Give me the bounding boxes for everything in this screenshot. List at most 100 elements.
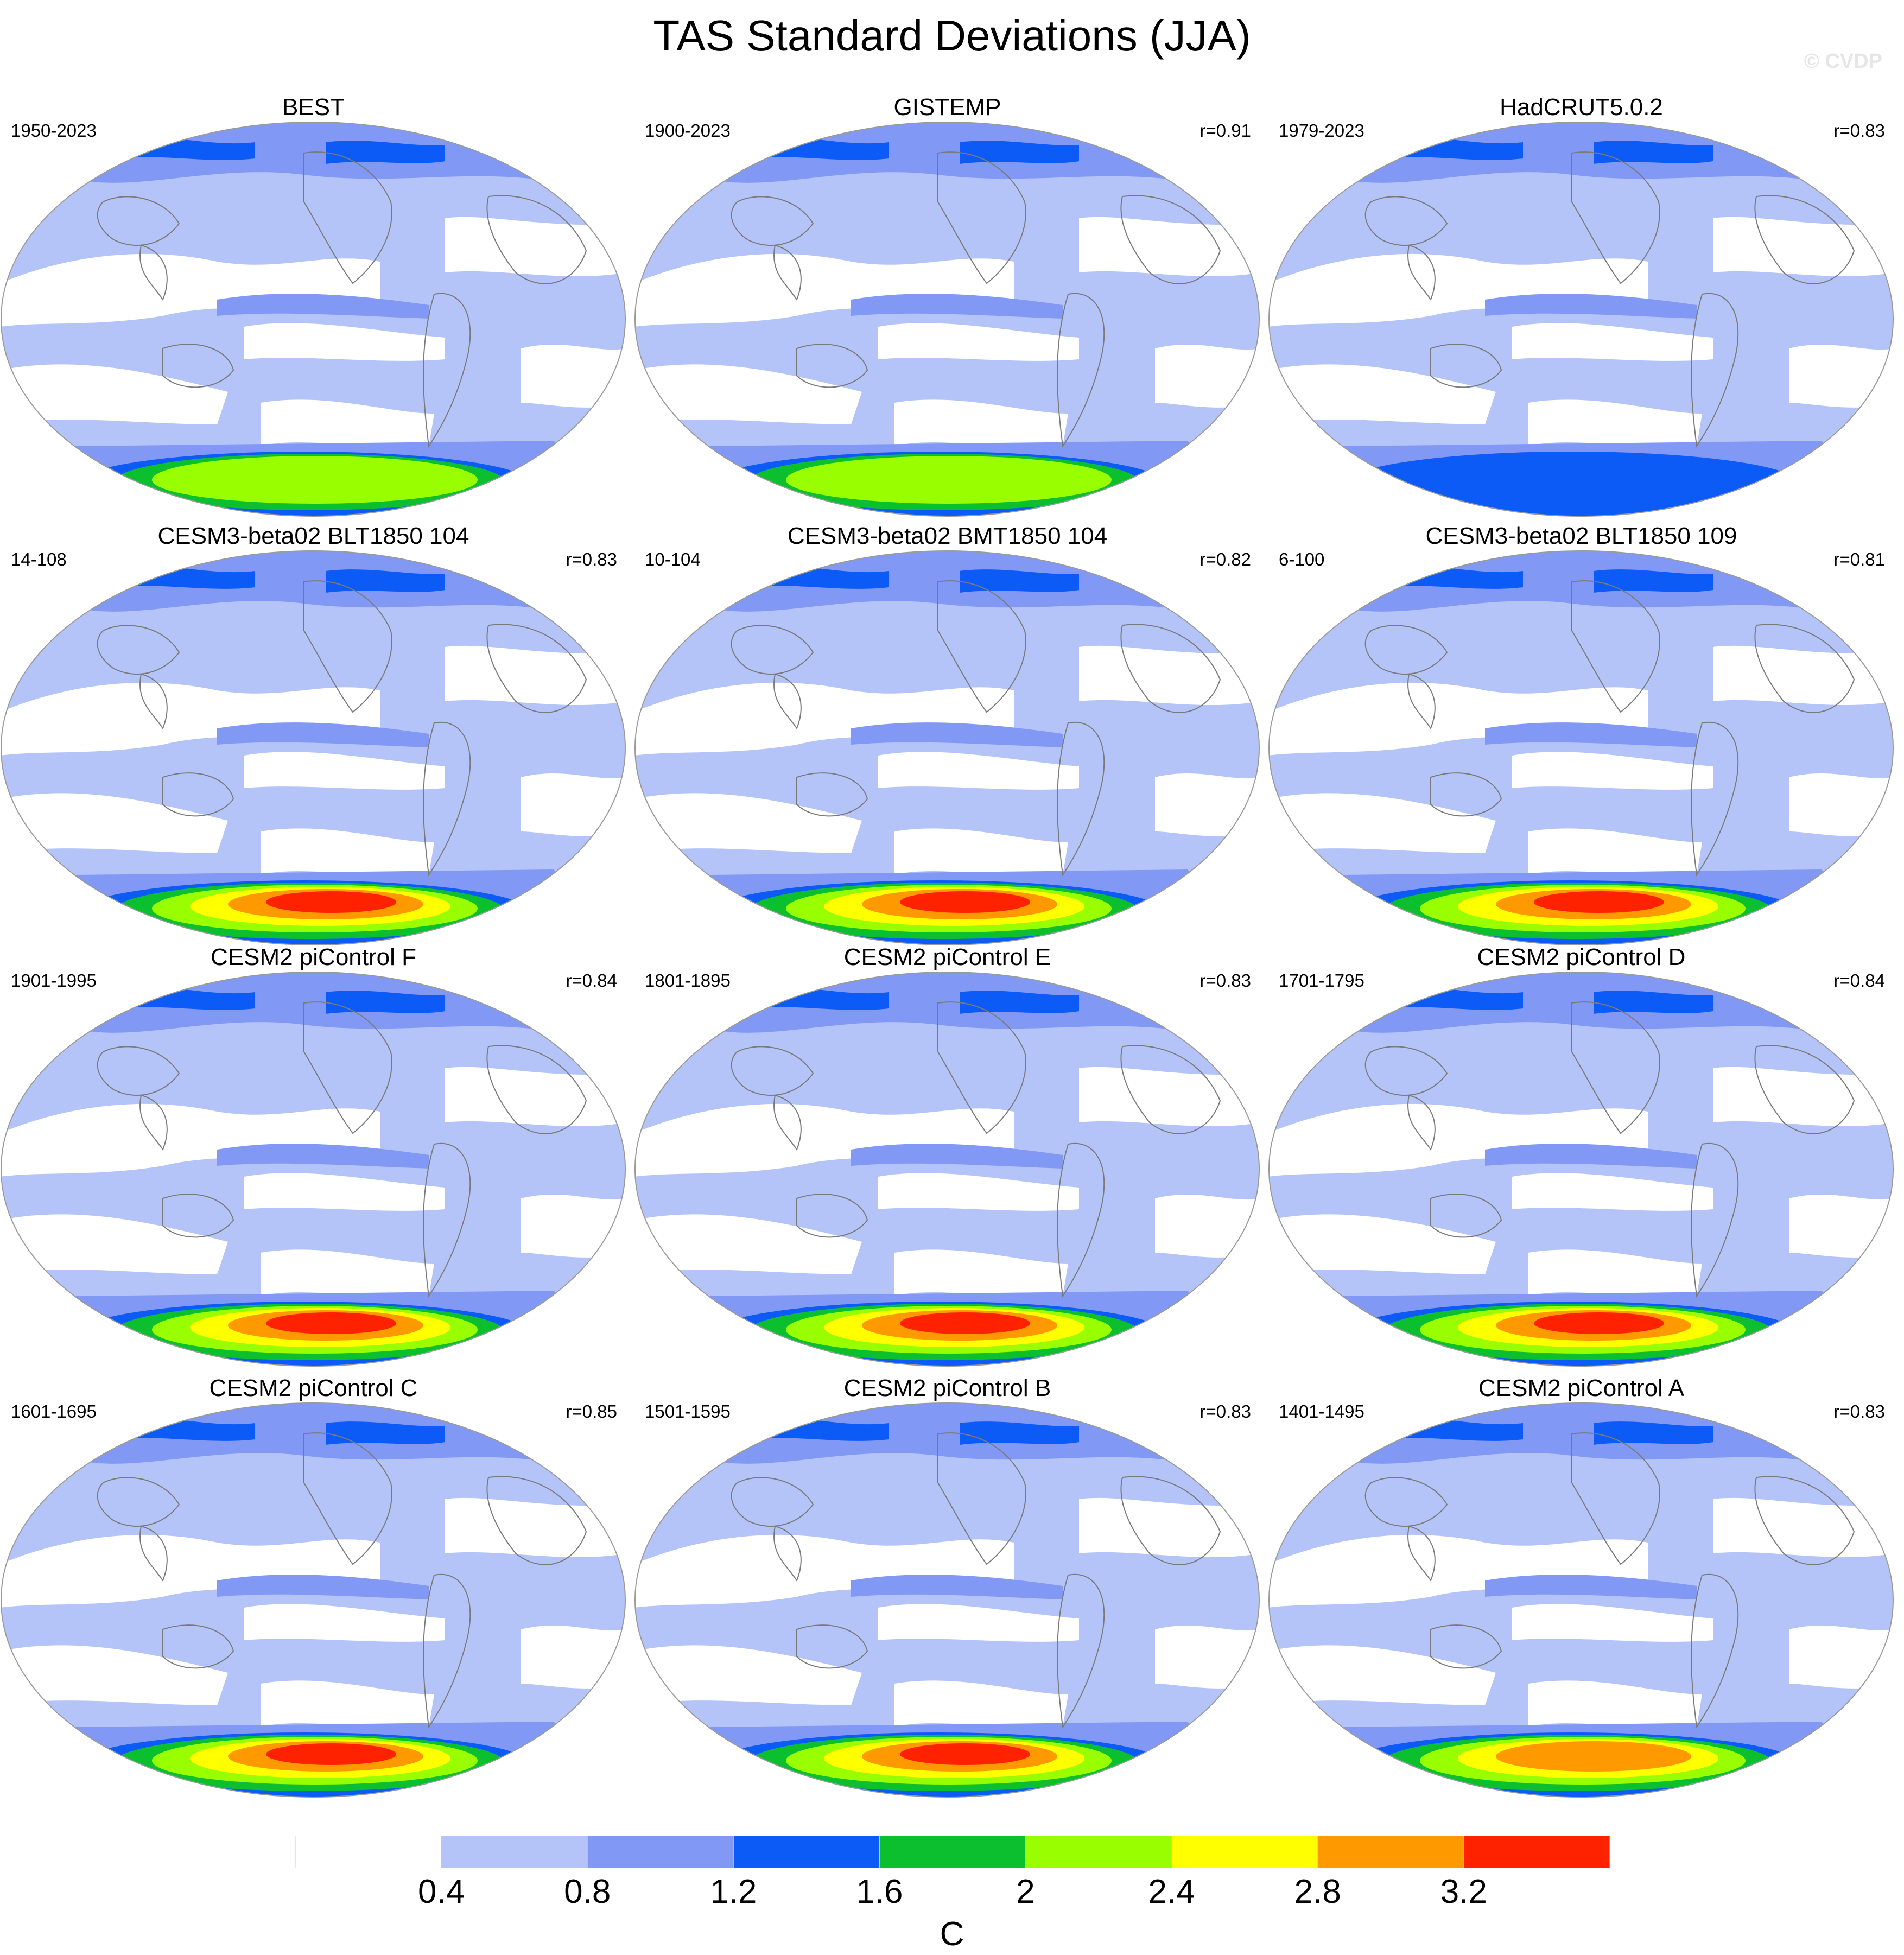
coastline (1057, 721, 1105, 877)
coastline (97, 625, 180, 675)
colorbar-tick-label: 1.2 (710, 1873, 757, 1910)
low-variability-region (1269, 1645, 1496, 1705)
map-panel: CESM2 piControl C 1601-1695 r=0.85 (0, 1373, 627, 1802)
low-variability-region (521, 1194, 625, 1258)
coastline (1120, 195, 1221, 284)
arctic-high-variability (960, 991, 1079, 1014)
colorbar-tick-label: 3.2 (1440, 1873, 1487, 1910)
low-variability-region (244, 1173, 445, 1211)
coastline (731, 1477, 814, 1527)
colorbar-tick-label: 2 (1016, 1873, 1035, 1910)
coastline (796, 1624, 868, 1669)
low-variability-region (1079, 1497, 1259, 1558)
robinson-map (1, 122, 626, 517)
low-variability-region (1269, 364, 1496, 424)
robinson-map (634, 1402, 1260, 1798)
colorbar-units: C (940, 1915, 964, 1953)
low-variability-region (894, 828, 1068, 877)
panel-title: CESM3-beta02 BLT1850 104 (157, 523, 469, 549)
colorbar-tick-label: 0.8 (564, 1873, 611, 1910)
arctic-high-variability (960, 569, 1079, 593)
map-outline (1268, 550, 1894, 945)
panel-period: 1401-1495 (1279, 1401, 1364, 1421)
antarctic-contour-3.6 (900, 891, 1030, 913)
low-variability-region (1713, 1067, 1893, 1127)
map-panel: CESM2 piControl A 1401-1495 r=0.83 (1268, 1373, 1895, 1802)
panel-period: 14-108 (11, 549, 67, 569)
low-variability-region (261, 1249, 434, 1298)
coastline (162, 772, 234, 817)
coastline (1754, 624, 1855, 713)
map-panel: CESM2 piControl D 1701-1795 r=0.84 (1268, 942, 1895, 1371)
coastline (1571, 151, 1660, 284)
coastline (1120, 1045, 1221, 1134)
coastline (796, 1194, 868, 1238)
robinson-map (634, 972, 1260, 1367)
equatorial-pacific-tongue (217, 1575, 429, 1599)
coastline (423, 293, 471, 448)
coastline (937, 1432, 1026, 1565)
low-variability-region (244, 1604, 445, 1642)
panel-period: 1901-1995 (11, 970, 97, 991)
panel-title: CESM2 piControl F (210, 944, 416, 970)
coastline (486, 624, 587, 713)
low-variability-region (1, 682, 380, 756)
low-variability-region (635, 1534, 1014, 1608)
robinson-map (1, 1402, 626, 1798)
arctic-high-variability (1594, 141, 1713, 164)
low-variability-region (1, 1214, 228, 1274)
low-variability-region (1, 1645, 228, 1705)
arctic-high-variability (1594, 991, 1713, 1014)
low-variability-region (1079, 217, 1259, 277)
low-variability-region (1269, 793, 1496, 853)
low-variability-region (635, 1214, 862, 1274)
colorbar-box (879, 1836, 1026, 1868)
antarctic-contour-3.2 (1496, 1741, 1691, 1772)
low-variability-region (1079, 645, 1259, 706)
equatorial-pacific-tongue (217, 1144, 429, 1169)
low-variability-region (1, 1103, 380, 1177)
low-variability-region (445, 645, 625, 706)
equatorial-pacific-tongue (1485, 1575, 1697, 1599)
robinson-map (1268, 972, 1894, 1367)
coastline (796, 772, 868, 817)
coastline (1754, 195, 1855, 284)
coastline (139, 244, 168, 301)
coastline (162, 344, 234, 388)
low-variability-region (894, 1249, 1068, 1298)
coastline (303, 580, 392, 713)
antarctic-contour-3.6 (266, 891, 396, 913)
coastline (1571, 580, 1660, 713)
panel-period: 1979-2023 (1279, 120, 1364, 141)
coastline (303, 1001, 392, 1134)
low-variability-region (1269, 682, 1648, 756)
equatorial-pacific-tongue (1485, 294, 1697, 319)
coastline (1571, 1001, 1660, 1134)
coastline (139, 673, 168, 730)
antarctic-contour-2.4 (152, 456, 478, 504)
low-variability-region (1155, 1625, 1259, 1689)
colorbar (295, 1836, 1610, 1868)
cvdp-watermark: © CVDP (1804, 50, 1882, 73)
map-panel: GISTEMP 1900-2023 r=0.91 (634, 92, 1261, 521)
map-outline (1268, 122, 1894, 517)
coastline (1120, 624, 1221, 713)
low-variability-region (1528, 828, 1702, 877)
colorbar-tick-label: 2.4 (1148, 1873, 1195, 1910)
low-variability-region (635, 1645, 862, 1705)
robinson-map (1268, 1402, 1894, 1798)
colorbar-box (587, 1836, 734, 1868)
map-outline (1, 972, 626, 1367)
low-variability-region (445, 217, 625, 277)
low-variability-region (1713, 645, 1893, 706)
colorbar-box (441, 1836, 588, 1868)
panel-title: GISTEMP (893, 94, 1001, 120)
arctic-high-variability (326, 141, 445, 164)
equatorial-pacific-tongue (851, 1575, 1063, 1599)
colorbar-tick-label: 0.4 (418, 1873, 465, 1910)
coastline (97, 1477, 180, 1527)
arctic-high-variability (960, 1421, 1079, 1445)
low-variability-region (894, 399, 1068, 448)
coastline (423, 1573, 471, 1729)
low-variability-region (1, 364, 228, 424)
